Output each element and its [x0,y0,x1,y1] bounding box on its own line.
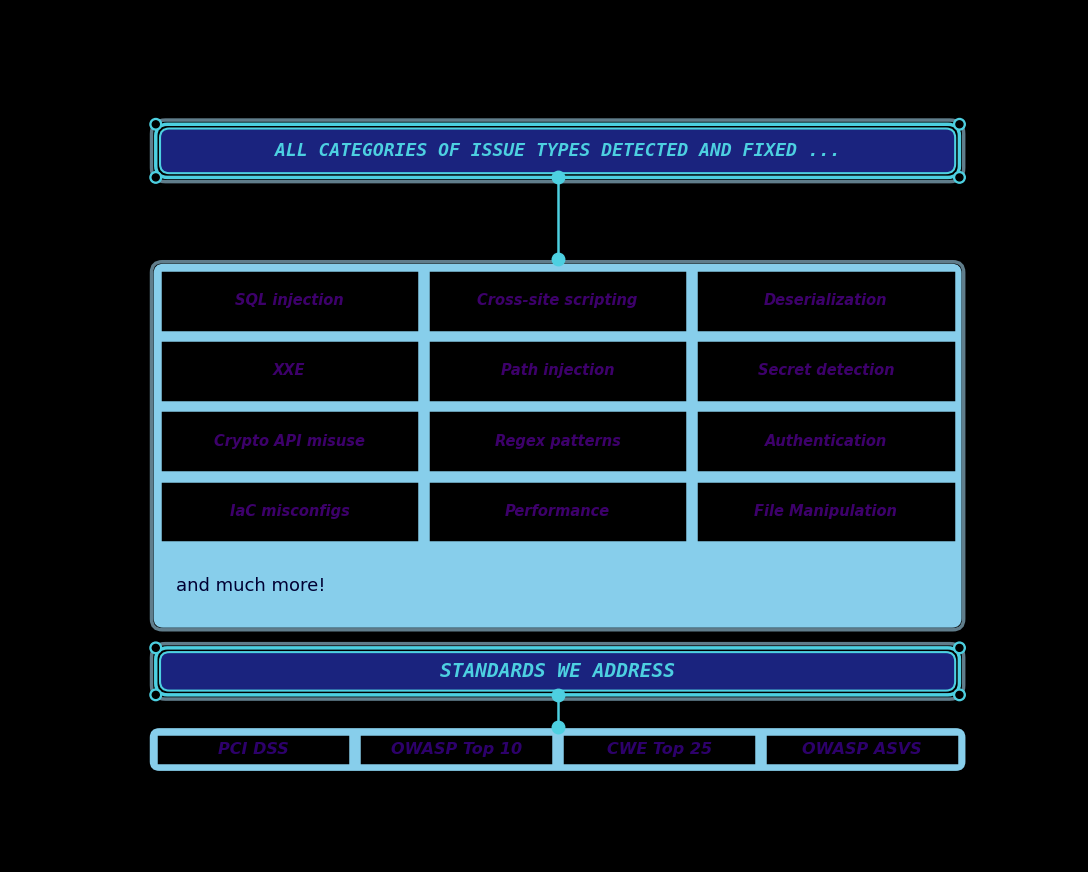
FancyBboxPatch shape [696,411,955,472]
Text: Performance: Performance [505,504,610,519]
Text: Path injection: Path injection [500,364,615,378]
Circle shape [956,174,963,181]
FancyBboxPatch shape [160,480,419,542]
Text: Cross-site scripting: Cross-site scripting [478,293,638,308]
FancyBboxPatch shape [696,340,955,402]
FancyBboxPatch shape [151,262,964,630]
Text: File Manipulation: File Manipulation [754,504,898,519]
Circle shape [152,174,159,181]
Circle shape [152,121,159,127]
FancyBboxPatch shape [160,652,955,691]
FancyBboxPatch shape [428,480,688,542]
FancyBboxPatch shape [156,734,350,765]
Text: Crypto API misuse: Crypto API misuse [214,433,364,449]
Circle shape [953,119,965,130]
Circle shape [953,172,965,183]
Text: OWASP Top 10: OWASP Top 10 [391,742,521,757]
FancyBboxPatch shape [160,269,419,331]
FancyBboxPatch shape [696,480,955,542]
Text: Deserialization: Deserialization [764,293,888,308]
Text: Authentication: Authentication [765,433,887,449]
Text: STANDARDS WE ADDRESS: STANDARDS WE ADDRESS [441,662,675,681]
Circle shape [956,644,963,651]
FancyBboxPatch shape [160,340,419,402]
Circle shape [152,644,159,651]
Text: Secret detection: Secret detection [757,364,894,378]
FancyBboxPatch shape [156,266,960,626]
FancyBboxPatch shape [428,269,688,331]
Circle shape [150,689,162,700]
FancyBboxPatch shape [160,128,955,174]
FancyBboxPatch shape [428,411,688,472]
Text: and much more!: and much more! [176,577,325,596]
FancyBboxPatch shape [156,648,960,695]
Text: OWASP ASVS: OWASP ASVS [802,742,922,757]
FancyBboxPatch shape [156,125,960,177]
Text: SQL injection: SQL injection [235,293,344,308]
FancyBboxPatch shape [428,340,688,402]
Circle shape [150,172,162,183]
FancyBboxPatch shape [561,734,756,765]
FancyBboxPatch shape [151,644,964,699]
Circle shape [150,119,162,130]
Text: PCI DSS: PCI DSS [218,742,288,757]
FancyBboxPatch shape [151,120,964,181]
Circle shape [956,691,963,698]
Text: CWE Top 25: CWE Top 25 [607,742,712,757]
Text: IaC misconfigs: IaC misconfigs [230,504,349,519]
FancyBboxPatch shape [160,551,419,622]
FancyBboxPatch shape [696,269,955,331]
FancyBboxPatch shape [359,734,554,765]
Circle shape [152,691,159,698]
Text: XXE: XXE [273,364,306,378]
Circle shape [953,689,965,700]
FancyBboxPatch shape [765,734,960,765]
FancyBboxPatch shape [160,411,419,472]
Text: Regex patterns: Regex patterns [495,433,620,449]
Circle shape [150,642,162,654]
Circle shape [956,121,963,127]
Circle shape [953,642,965,654]
Text: ALL CATEGORIES OF ISSUE TYPES DETECTED AND FIXED ...: ALL CATEGORIES OF ISSUE TYPES DETECTED A… [275,142,840,160]
FancyBboxPatch shape [151,730,964,769]
